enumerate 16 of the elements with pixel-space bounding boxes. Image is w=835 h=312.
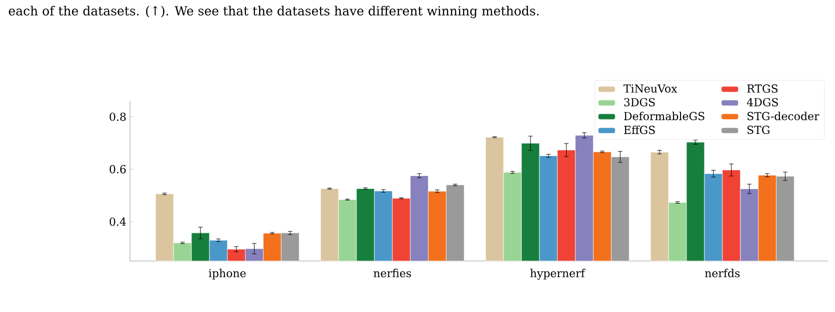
- legend-label: RTGS: [747, 84, 778, 93]
- legend-label: STG-decoder: [748, 112, 820, 120]
- y-tick-label: 0.4: [110, 217, 126, 226]
- legend-label: DeformableGS: [624, 112, 704, 120]
- legend-label: 4DGS: [746, 98, 778, 106]
- legend-label: STG: [748, 126, 770, 134]
- legend-label: 3DGS: [624, 98, 655, 106]
- legend-label: EffGS: [624, 126, 655, 134]
- x-tick-label: hypernerf: [530, 268, 586, 280]
- x-tick-label: iphone: [208, 268, 246, 280]
- x-tick-label: nerfds: [704, 268, 740, 278]
- legend-label: TiNeuVox: [624, 84, 678, 93]
- y-tick-label: 0.8: [110, 112, 126, 121]
- x-tick-label: nerfies: [374, 268, 411, 278]
- text: each of the datasets. (↑). We see that the datasets have different winning methods.: [8, 6, 539, 18]
- y-tick-label: 0.6: [110, 165, 126, 174]
